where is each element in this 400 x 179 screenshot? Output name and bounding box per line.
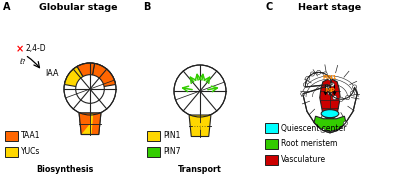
Text: 2,4-D: 2,4-D	[26, 43, 47, 52]
Circle shape	[350, 91, 354, 95]
Text: PIN1: PIN1	[323, 75, 337, 80]
Polygon shape	[314, 116, 346, 132]
Text: Globular stage: Globular stage	[39, 3, 117, 12]
Polygon shape	[303, 72, 357, 133]
Text: Root meristem: Root meristem	[281, 139, 337, 149]
Wedge shape	[90, 63, 116, 89]
Text: Quiescent center: Quiescent center	[281, 124, 346, 132]
Bar	[5, 131, 18, 141]
Circle shape	[346, 96, 350, 100]
Bar	[5, 147, 18, 157]
Polygon shape	[79, 113, 91, 134]
Circle shape	[303, 83, 308, 87]
Text: MP: MP	[324, 88, 336, 93]
Bar	[147, 131, 160, 141]
Circle shape	[64, 63, 116, 115]
Text: Vasculature: Vasculature	[281, 156, 326, 165]
Circle shape	[301, 92, 305, 96]
Ellipse shape	[321, 110, 339, 118]
Text: Biosynthesis: Biosynthesis	[36, 165, 94, 174]
Circle shape	[343, 121, 348, 125]
Text: C: C	[265, 2, 272, 12]
Polygon shape	[189, 115, 211, 137]
Polygon shape	[79, 113, 101, 134]
Circle shape	[317, 70, 321, 74]
Circle shape	[328, 76, 332, 81]
Circle shape	[326, 85, 330, 89]
Circle shape	[76, 75, 104, 103]
Bar	[265, 155, 278, 165]
Circle shape	[323, 72, 327, 76]
Circle shape	[306, 76, 310, 81]
Wedge shape	[64, 66, 90, 89]
Circle shape	[352, 85, 357, 89]
Circle shape	[330, 83, 334, 87]
Text: ℓ?: ℓ?	[19, 59, 25, 65]
Bar	[147, 147, 160, 157]
Circle shape	[321, 129, 325, 133]
Text: PIN7: PIN7	[163, 147, 180, 156]
Text: TAA1: TAA1	[21, 132, 40, 141]
Circle shape	[333, 96, 337, 100]
Wedge shape	[77, 63, 94, 89]
Bar	[265, 123, 278, 133]
Bar	[265, 139, 278, 149]
Text: PIN1: PIN1	[163, 132, 180, 141]
Text: B: B	[143, 2, 150, 12]
Polygon shape	[320, 78, 340, 119]
Text: Heart stage: Heart stage	[298, 3, 362, 12]
Circle shape	[328, 91, 332, 95]
Text: A: A	[3, 2, 10, 12]
Circle shape	[339, 97, 343, 101]
Text: YUCs: YUCs	[21, 147, 40, 156]
Text: ×: ×	[16, 44, 24, 54]
Text: Transport: Transport	[178, 165, 222, 174]
Circle shape	[174, 65, 226, 117]
Text: IAA: IAA	[45, 69, 58, 78]
Polygon shape	[92, 113, 101, 134]
Circle shape	[310, 72, 314, 76]
